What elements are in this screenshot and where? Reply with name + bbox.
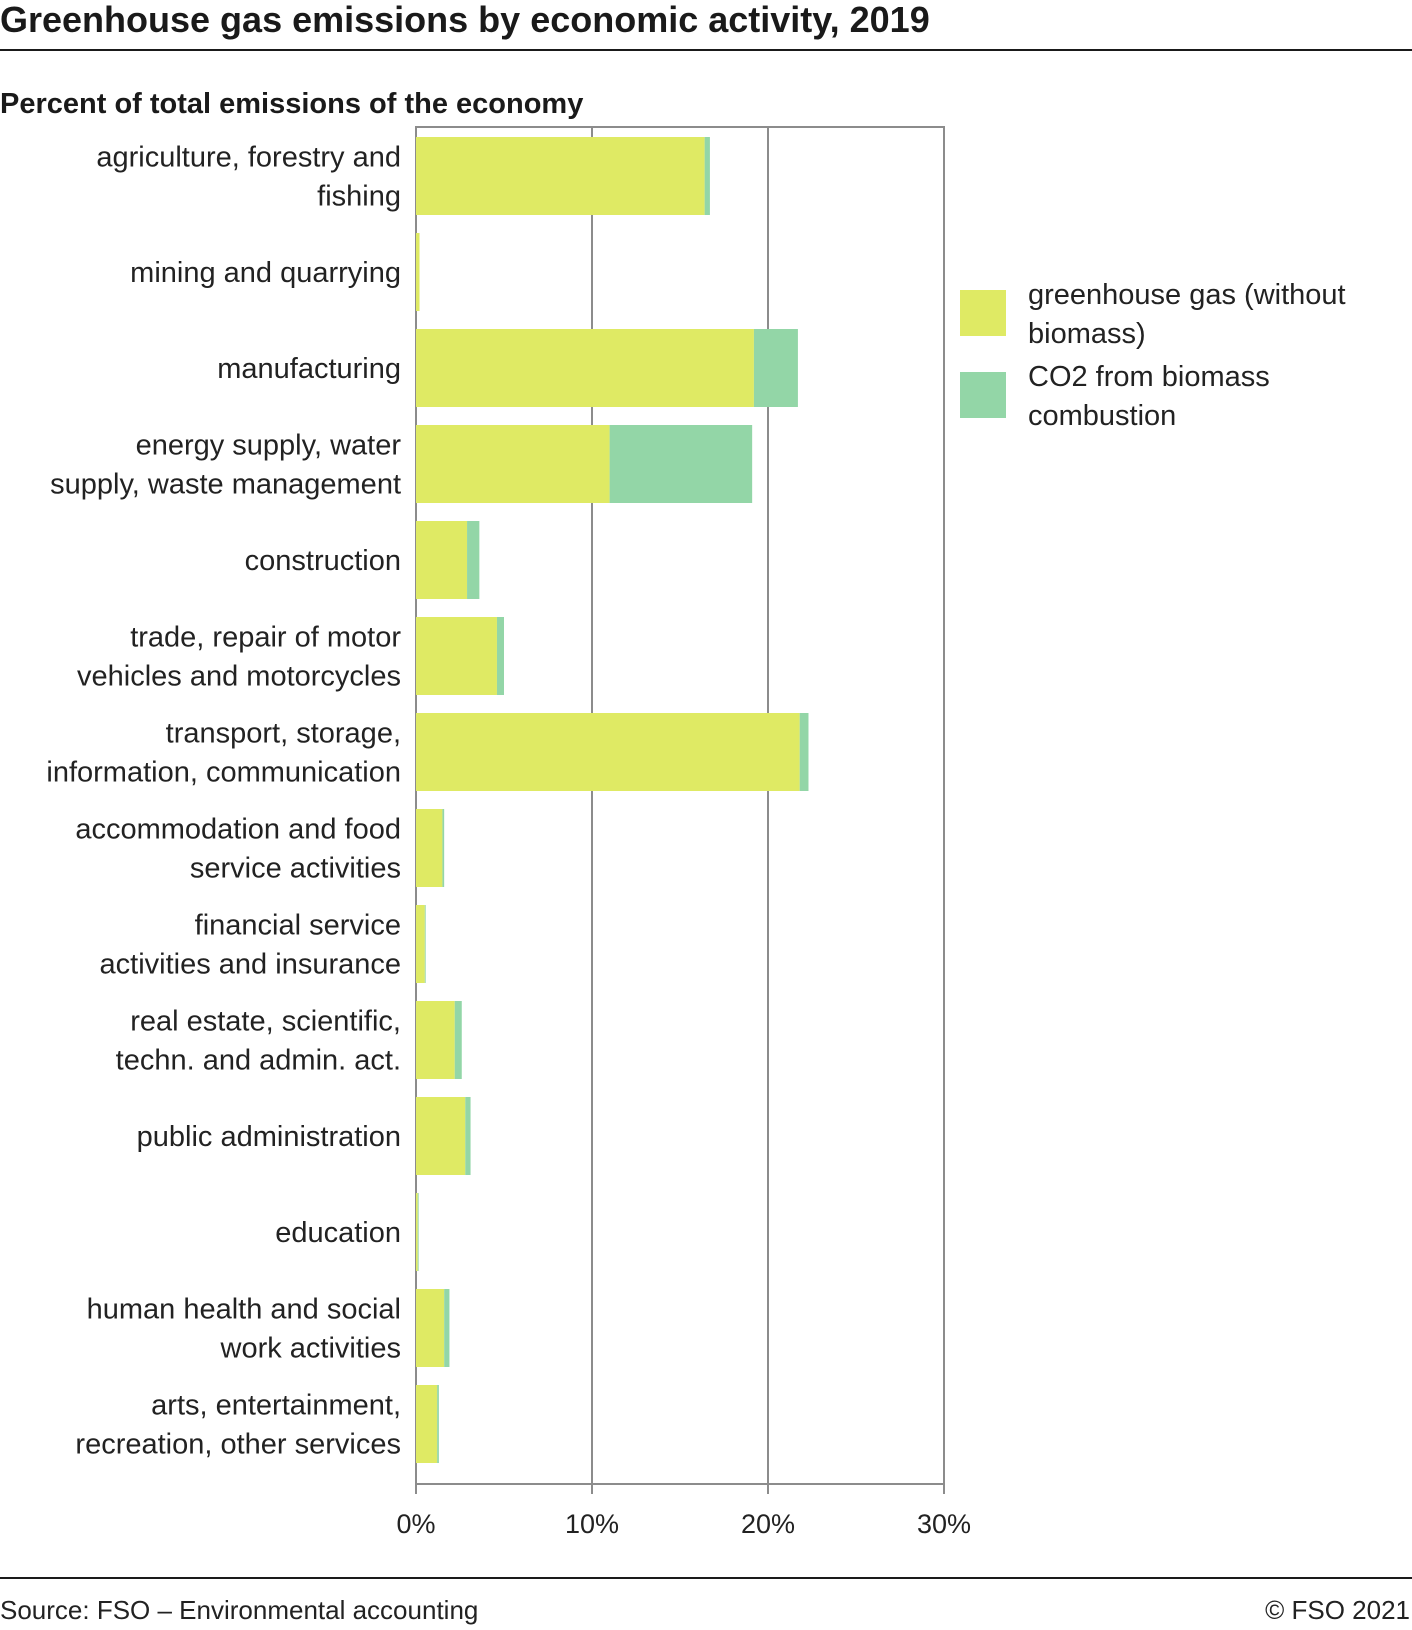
category-label: education bbox=[275, 1217, 401, 1249]
category-label-line: public administration bbox=[137, 1121, 401, 1153]
category-label-line: accommodation and food bbox=[75, 814, 401, 846]
legend-label-line: biomass) bbox=[1028, 318, 1146, 350]
category-label-line: energy supply, water bbox=[136, 430, 402, 462]
legend-swatch-biomass bbox=[960, 372, 1006, 418]
category-label: manufacturing bbox=[217, 353, 401, 385]
category-label: energy supply, water supply, waste manage… bbox=[50, 430, 401, 501]
bar-ghg bbox=[416, 137, 705, 215]
category-label-line: transport, storage, bbox=[166, 718, 401, 750]
bar-ghg bbox=[416, 1289, 445, 1367]
source-note: Source: FSO – Environmental accounting bbox=[0, 1595, 478, 1625]
bar-biomass bbox=[465, 1097, 471, 1175]
bar-biomass bbox=[753, 329, 798, 407]
bar-biomass bbox=[444, 1289, 450, 1367]
bar-biomass bbox=[417, 1193, 419, 1271]
category-label-line: activities and insurance bbox=[100, 949, 401, 981]
legend-label: CO2 from biomass combustion bbox=[1028, 361, 1270, 432]
category-label-line: techn. and admin. act. bbox=[116, 1045, 401, 1077]
x-tick-label: 10% bbox=[565, 1509, 619, 1539]
category-label-line: human health and social bbox=[87, 1294, 401, 1326]
category-label-line: fishing bbox=[317, 181, 401, 213]
category-label-line: arts, entertainment, bbox=[151, 1390, 401, 1422]
legend: greenhouse gas (without biomass) CO2 from … bbox=[960, 279, 1346, 432]
category-label: accommodation and food service activities bbox=[75, 814, 401, 885]
category-label: real estate, scientific, techn. and admin… bbox=[116, 1006, 401, 1077]
category-label-line: supply, waste management bbox=[50, 469, 401, 501]
category-label-line: financial service bbox=[195, 910, 401, 942]
bar-biomass bbox=[454, 1001, 462, 1079]
category-label-line: service activities bbox=[190, 853, 401, 885]
copyright-note: © FSO 2021 bbox=[1265, 1595, 1410, 1625]
bar-biomass bbox=[799, 713, 809, 791]
bar-biomass bbox=[437, 1385, 439, 1463]
bar-biomass bbox=[496, 617, 504, 695]
category-label-line: mining and quarrying bbox=[130, 257, 401, 289]
category-label: human health and social work activities bbox=[87, 1294, 401, 1365]
legend-label-line: combustion bbox=[1028, 400, 1176, 432]
category-label-line: information, communication bbox=[46, 757, 401, 789]
bar-ghg bbox=[416, 617, 497, 695]
bar-biomass bbox=[704, 137, 710, 215]
category-label: public administration bbox=[137, 1121, 401, 1153]
category-label: agriculture, forestry and fishing bbox=[96, 142, 401, 213]
bar-ghg bbox=[416, 905, 425, 983]
bar-biomass bbox=[424, 905, 426, 983]
legend-label-line: greenhouse gas (without bbox=[1028, 279, 1346, 311]
x-tick-label: 20% bbox=[741, 1509, 795, 1539]
bar-ghg bbox=[416, 713, 800, 791]
bar-ghg bbox=[416, 809, 443, 887]
bar-ghg bbox=[416, 233, 420, 311]
bar-ghg bbox=[416, 1097, 466, 1175]
category-label: construction bbox=[245, 545, 401, 577]
legend-label-line: CO2 from biomass bbox=[1028, 361, 1270, 393]
category-label-line: recreation, other services bbox=[75, 1429, 401, 1461]
chart-title: Greenhouse gas emissions by economic act… bbox=[0, 0, 930, 40]
category-label-line: work activities bbox=[220, 1333, 402, 1365]
category-label: transport, storage, information, communic… bbox=[46, 718, 401, 789]
bar-ghg bbox=[416, 425, 610, 503]
category-label: arts, entertainment, recreation, other se… bbox=[75, 1390, 401, 1461]
chart-subtitle: Percent of total emissions of the econom… bbox=[0, 88, 583, 120]
category-label-line: education bbox=[275, 1217, 401, 1249]
bar-ghg bbox=[416, 1001, 455, 1079]
category-label-line: manufacturing bbox=[217, 353, 401, 385]
legend-label: greenhouse gas (without biomass) bbox=[1028, 279, 1346, 350]
bar-biomass bbox=[609, 425, 753, 503]
legend-swatch-ghg bbox=[960, 290, 1006, 336]
plot-area: 0% 10% 20% 30% agriculture, forestry and fish… bbox=[46, 126, 971, 1539]
bar-biomass bbox=[467, 521, 480, 599]
category-label-line: agriculture, forestry and bbox=[96, 142, 401, 174]
category-label-line: vehicles and motorcycles bbox=[77, 661, 401, 693]
category-label-line: construction bbox=[245, 545, 401, 577]
category-label: trade, repair of motor vehicles and motor… bbox=[77, 622, 401, 693]
category-label-line: trade, repair of motor bbox=[130, 622, 401, 654]
plot-frame bbox=[415, 126, 945, 1485]
x-tick-label: 30% bbox=[917, 1509, 971, 1539]
x-tick-label: 0% bbox=[396, 1509, 435, 1539]
bar-ghg bbox=[416, 1385, 438, 1463]
category-label-line: real estate, scientific, bbox=[130, 1006, 401, 1038]
category-label: financial service activities and insuranc… bbox=[100, 910, 401, 981]
bar-ghg bbox=[416, 1193, 418, 1271]
bar-ghg bbox=[416, 329, 754, 407]
bar-biomass bbox=[442, 809, 445, 887]
category-label: mining and quarrying bbox=[130, 257, 401, 289]
bar-ghg bbox=[416, 521, 468, 599]
